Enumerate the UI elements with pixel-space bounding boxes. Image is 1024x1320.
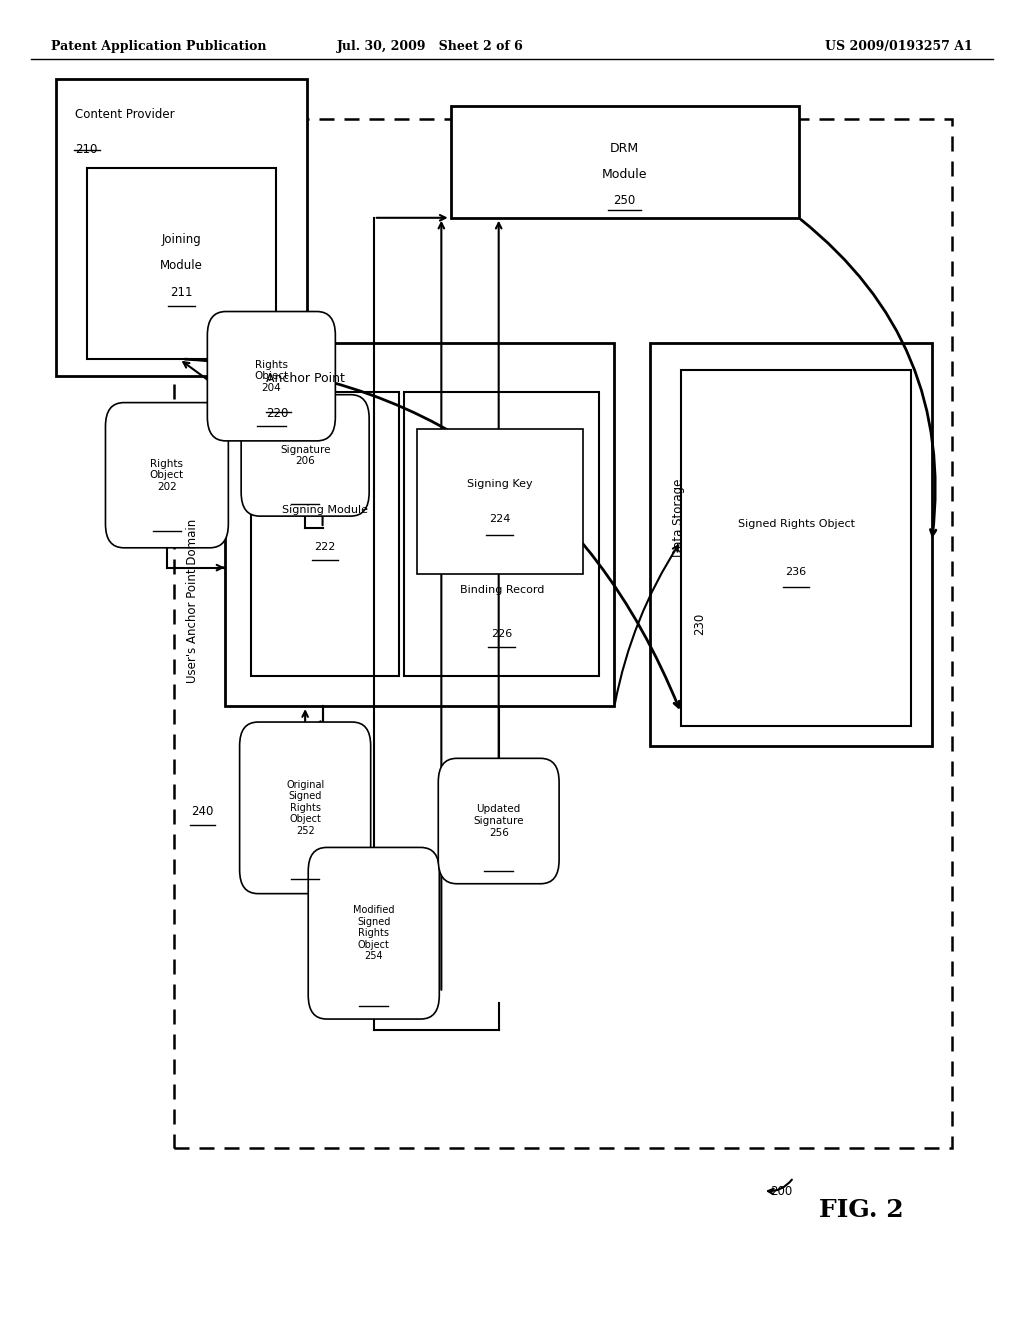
- Text: Jul. 30, 2009   Sheet 2 of 6: Jul. 30, 2009 Sheet 2 of 6: [337, 40, 523, 53]
- Text: 230: 230: [693, 612, 706, 635]
- Text: 222: 222: [314, 543, 336, 552]
- Text: US 2009/0193257 A1: US 2009/0193257 A1: [825, 40, 973, 53]
- FancyBboxPatch shape: [105, 403, 228, 548]
- Text: Modified
Signed
Rights
Object
254: Modified Signed Rights Object 254: [353, 906, 394, 961]
- Text: 200: 200: [770, 1185, 793, 1199]
- FancyBboxPatch shape: [438, 758, 559, 884]
- Text: Signed Rights Object: Signed Rights Object: [737, 519, 855, 529]
- Text: 211: 211: [171, 286, 193, 298]
- Text: Signing Key: Signing Key: [467, 479, 532, 490]
- Text: Patent Application Publication: Patent Application Publication: [51, 40, 266, 53]
- FancyBboxPatch shape: [404, 392, 599, 676]
- FancyBboxPatch shape: [225, 343, 614, 706]
- Text: 210: 210: [75, 143, 97, 156]
- Text: Module: Module: [161, 260, 203, 272]
- Text: Binding Record: Binding Record: [460, 585, 544, 595]
- FancyBboxPatch shape: [207, 312, 336, 441]
- Text: 226: 226: [492, 628, 512, 639]
- FancyBboxPatch shape: [56, 79, 307, 376]
- Text: Signature
206: Signature 206: [280, 445, 331, 466]
- Text: FIG. 2: FIG. 2: [819, 1199, 904, 1222]
- FancyBboxPatch shape: [87, 168, 276, 359]
- Text: Anchor Point: Anchor Point: [266, 372, 345, 385]
- FancyBboxPatch shape: [308, 847, 439, 1019]
- Text: 250: 250: [613, 194, 636, 207]
- Text: Joining: Joining: [162, 234, 202, 246]
- Text: Original
Signed
Rights
Object
252: Original Signed Rights Object 252: [286, 780, 325, 836]
- FancyBboxPatch shape: [650, 343, 932, 746]
- Text: User's Anchor Point Domain: User's Anchor Point Domain: [186, 519, 199, 682]
- Text: Updated
Signature
256: Updated Signature 256: [473, 804, 524, 838]
- Text: 220: 220: [266, 407, 289, 420]
- FancyBboxPatch shape: [451, 106, 799, 218]
- Text: Signing Module: Signing Module: [283, 506, 368, 515]
- Text: DRM: DRM: [610, 143, 639, 154]
- FancyBboxPatch shape: [681, 370, 911, 726]
- Text: Data Storage: Data Storage: [673, 479, 685, 557]
- FancyBboxPatch shape: [417, 429, 583, 574]
- FancyBboxPatch shape: [242, 395, 369, 516]
- Text: 224: 224: [489, 513, 510, 524]
- Text: Rights
Object
204: Rights Object 204: [254, 359, 289, 393]
- Text: Content Provider: Content Provider: [75, 108, 174, 121]
- FancyBboxPatch shape: [251, 392, 399, 676]
- Text: 236: 236: [785, 566, 807, 577]
- Text: Module: Module: [602, 169, 647, 181]
- FancyBboxPatch shape: [240, 722, 371, 894]
- Text: Rights
Object
202: Rights Object 202: [150, 458, 184, 492]
- FancyBboxPatch shape: [174, 119, 952, 1148]
- Text: 240: 240: [191, 805, 214, 818]
